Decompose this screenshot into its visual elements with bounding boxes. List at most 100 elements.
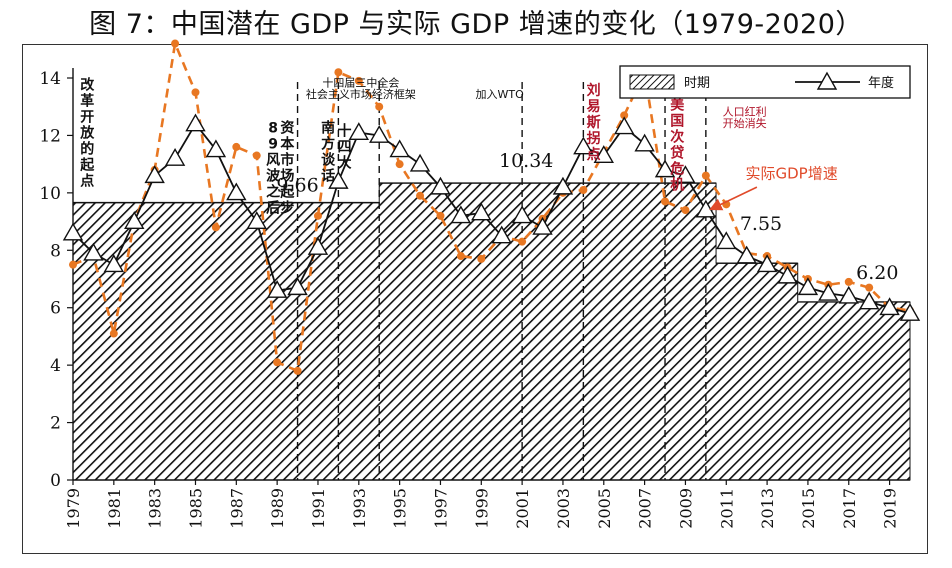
annual-point [389, 139, 410, 158]
annotation-label: 开始消失 [723, 116, 767, 130]
annotation-char: 贷 [670, 145, 684, 162]
y-tick-label: 6 [50, 299, 61, 319]
actual-gdp-point [252, 151, 261, 160]
y-tick-label: 0 [50, 471, 61, 491]
x-tick-label: 2013 [758, 488, 777, 529]
actual-gdp-point [661, 197, 670, 206]
actual-gdp-point [436, 211, 445, 220]
x-tick-label: 2019 [881, 488, 900, 529]
period-value-label: 7.55 [740, 213, 782, 235]
annotation-char: 话 [321, 168, 335, 185]
annotation-char: 风 [266, 153, 280, 169]
annotation-char: 十 [338, 122, 352, 139]
annotation-char: 点 [587, 146, 601, 163]
y-tick-label: 2 [50, 414, 61, 434]
actual-gdp-point [334, 68, 343, 77]
actual-gdp-point [171, 39, 180, 48]
period-value-label: 6.20 [856, 262, 898, 284]
y-tick-label: 10 [39, 184, 61, 204]
annual-point [491, 225, 512, 244]
annual-point [369, 125, 390, 143]
annotation-char: 四 [338, 139, 352, 155]
x-tick-label: 1989 [268, 488, 287, 529]
annual-point [287, 277, 308, 296]
actual-gdp-point [354, 76, 363, 85]
annual-point [205, 139, 227, 158]
annotation-char: 开 [80, 109, 94, 125]
annotation-char: 起 [279, 184, 295, 201]
annotation-char: 谈 [321, 152, 336, 169]
actual-gdp-point [293, 366, 302, 375]
y-tick-label: 4 [50, 356, 61, 376]
actual-gdp-point [456, 252, 465, 261]
legend-period-label: 时期 [684, 76, 710, 91]
annotation-char: 市 [280, 152, 294, 169]
actual-gdp-point [681, 206, 690, 215]
annual-point [450, 205, 472, 224]
annual-point [511, 205, 533, 224]
annotation-char: 南 [321, 120, 335, 137]
annotation-char: 革 [80, 92, 94, 109]
actual-gdp-point [865, 283, 874, 292]
annual-point [62, 222, 84, 241]
x-tick-label: 2011 [717, 488, 736, 529]
annotation-arrow [709, 186, 758, 211]
actual-gdp-point [273, 358, 282, 367]
annual-point [83, 242, 104, 261]
annotation-char: 刘 [587, 82, 601, 99]
actual-gdp-point [109, 329, 118, 338]
annotation-char: 机 [670, 177, 684, 194]
annotation-char: 拐 [587, 130, 601, 147]
annual-point [613, 116, 635, 135]
actual-gdp-point [844, 277, 853, 286]
period-area [72, 182, 911, 481]
annual-point [164, 147, 186, 166]
actual-gdp-point [579, 185, 588, 194]
x-tick-label: 1995 [391, 488, 410, 529]
x-tick-label: 2015 [799, 488, 818, 529]
legend-annual-marker [816, 71, 838, 90]
x-tick-label: 1993 [350, 488, 369, 529]
annotation-char: 的 [80, 140, 94, 157]
period-value-label: 10.34 [499, 150, 553, 172]
annual-point [858, 291, 880, 310]
annual-point [573, 136, 594, 155]
annual-point [777, 265, 798, 284]
x-tick-label: 1979 [64, 488, 83, 529]
annual-point [736, 245, 757, 264]
annual-point [307, 237, 329, 255]
annual-point [716, 231, 737, 250]
period-value-label: 9.66 [276, 174, 318, 196]
annotation-char: 之 [266, 184, 280, 201]
actual-gdp-point [313, 211, 322, 220]
annual-point [246, 211, 267, 230]
annotation-char: 危 [669, 161, 684, 178]
x-tick-label: 2007 [636, 488, 655, 529]
actual-gdp-point [701, 171, 710, 180]
x-tick-label: 1987 [227, 488, 246, 529]
annotation-char: 改 [80, 76, 95, 93]
annotation-char: 大 [338, 154, 352, 171]
x-tick-label: 2005 [595, 488, 614, 529]
annual-point [879, 297, 900, 316]
annual-point [756, 254, 778, 273]
actual-gdp-point [416, 191, 425, 200]
legend-annual-label: 年度 [868, 75, 894, 91]
annual-point [409, 153, 431, 172]
annual-point [818, 282, 839, 301]
annotation-char: 起 [79, 156, 95, 173]
figure-title: 图 7：中国潜在 GDP 与实际 GDP 增速的变化（1979-2020） [89, 9, 863, 40]
annotation-char: 8 [268, 121, 278, 137]
x-tick-label: 1983 [146, 488, 165, 529]
annual-point [654, 159, 676, 178]
annotation-char: 波 [266, 168, 281, 185]
annual-point [430, 176, 451, 195]
annual-point [838, 285, 859, 304]
annual-point [593, 145, 614, 163]
x-tick-label: 2003 [554, 488, 573, 529]
actual-gdp-point [477, 254, 486, 263]
annotation-char: 9 [268, 137, 278, 153]
actual-gdp-point [518, 237, 527, 246]
